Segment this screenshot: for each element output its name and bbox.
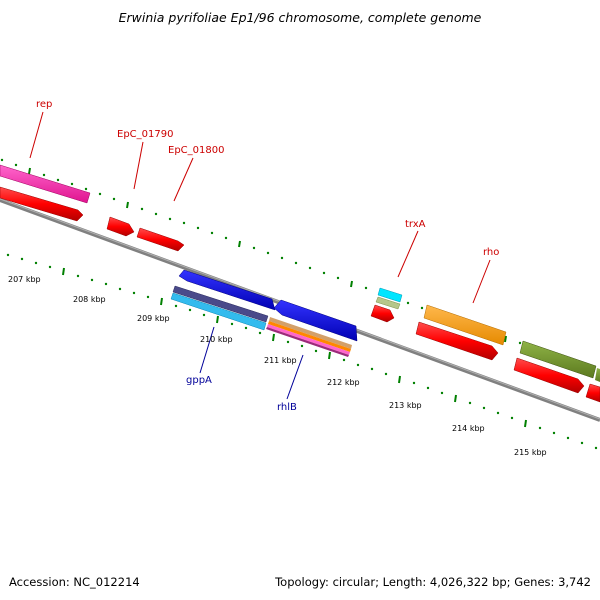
- label-gppA: gppA: [186, 375, 212, 386]
- label-EpC_01800: EpC_01800: [168, 145, 224, 156]
- gene-trxA[interactable]: [375, 287, 403, 310]
- tick-label: 211 kbp: [264, 356, 297, 365]
- cds-rho[interactable]: [415, 321, 499, 361]
- cds-rep[interactable]: [0, 186, 84, 222]
- tick-label: 214 kbp: [452, 424, 485, 433]
- tick-label: 207 kbp: [8, 275, 41, 284]
- gene-rho[interactable]: [423, 304, 507, 346]
- label-rep: rep: [36, 99, 52, 110]
- label-trxA: trxA: [405, 219, 426, 230]
- gene-rhlB[interactable]: [266, 299, 358, 357]
- tick-label: 215 kbp: [514, 448, 547, 457]
- tick-label: 208 kbp: [73, 295, 106, 304]
- map-title: Erwinia pyrifoliae Ep1/96 chromosome, co…: [118, 10, 482, 25]
- label-rho: rho: [483, 247, 499, 258]
- lower-major-ticks: [62, 267, 527, 428]
- tick-label: 212 kbp: [327, 378, 360, 387]
- tick-label: 213 kbp: [389, 401, 422, 410]
- bottom-label-leaders: [199, 326, 304, 400]
- cds-right[interactable]: [513, 357, 600, 403]
- label-rhlB: rhlB: [277, 402, 297, 413]
- cds-EpC_01790[interactable]: [106, 216, 135, 237]
- gene-olive-right[interactable]: [519, 340, 600, 382]
- cds-trxA[interactable]: [370, 304, 395, 323]
- gene-rep[interactable]: [0, 164, 91, 204]
- top-label-leaders: [29, 111, 491, 304]
- accession-text: Accession: NC_012214: [9, 575, 140, 589]
- gene-gppA[interactable]: [170, 269, 276, 331]
- tick-label: 210 kbp: [200, 335, 233, 344]
- genome-summary: Topology: circular; Length: 4,026,322 bp…: [275, 575, 591, 589]
- kbp-tick-labels: 207 kbp 208 kbp 209 kbp 210 kbp 211 kbp …: [8, 275, 547, 457]
- lower-tick-track: [6, 253, 598, 450]
- cds-EpC_01800[interactable]: [136, 227, 185, 252]
- tick-label: 209 kbp: [137, 314, 170, 323]
- label-EpC_01790: EpC_01790: [117, 129, 173, 140]
